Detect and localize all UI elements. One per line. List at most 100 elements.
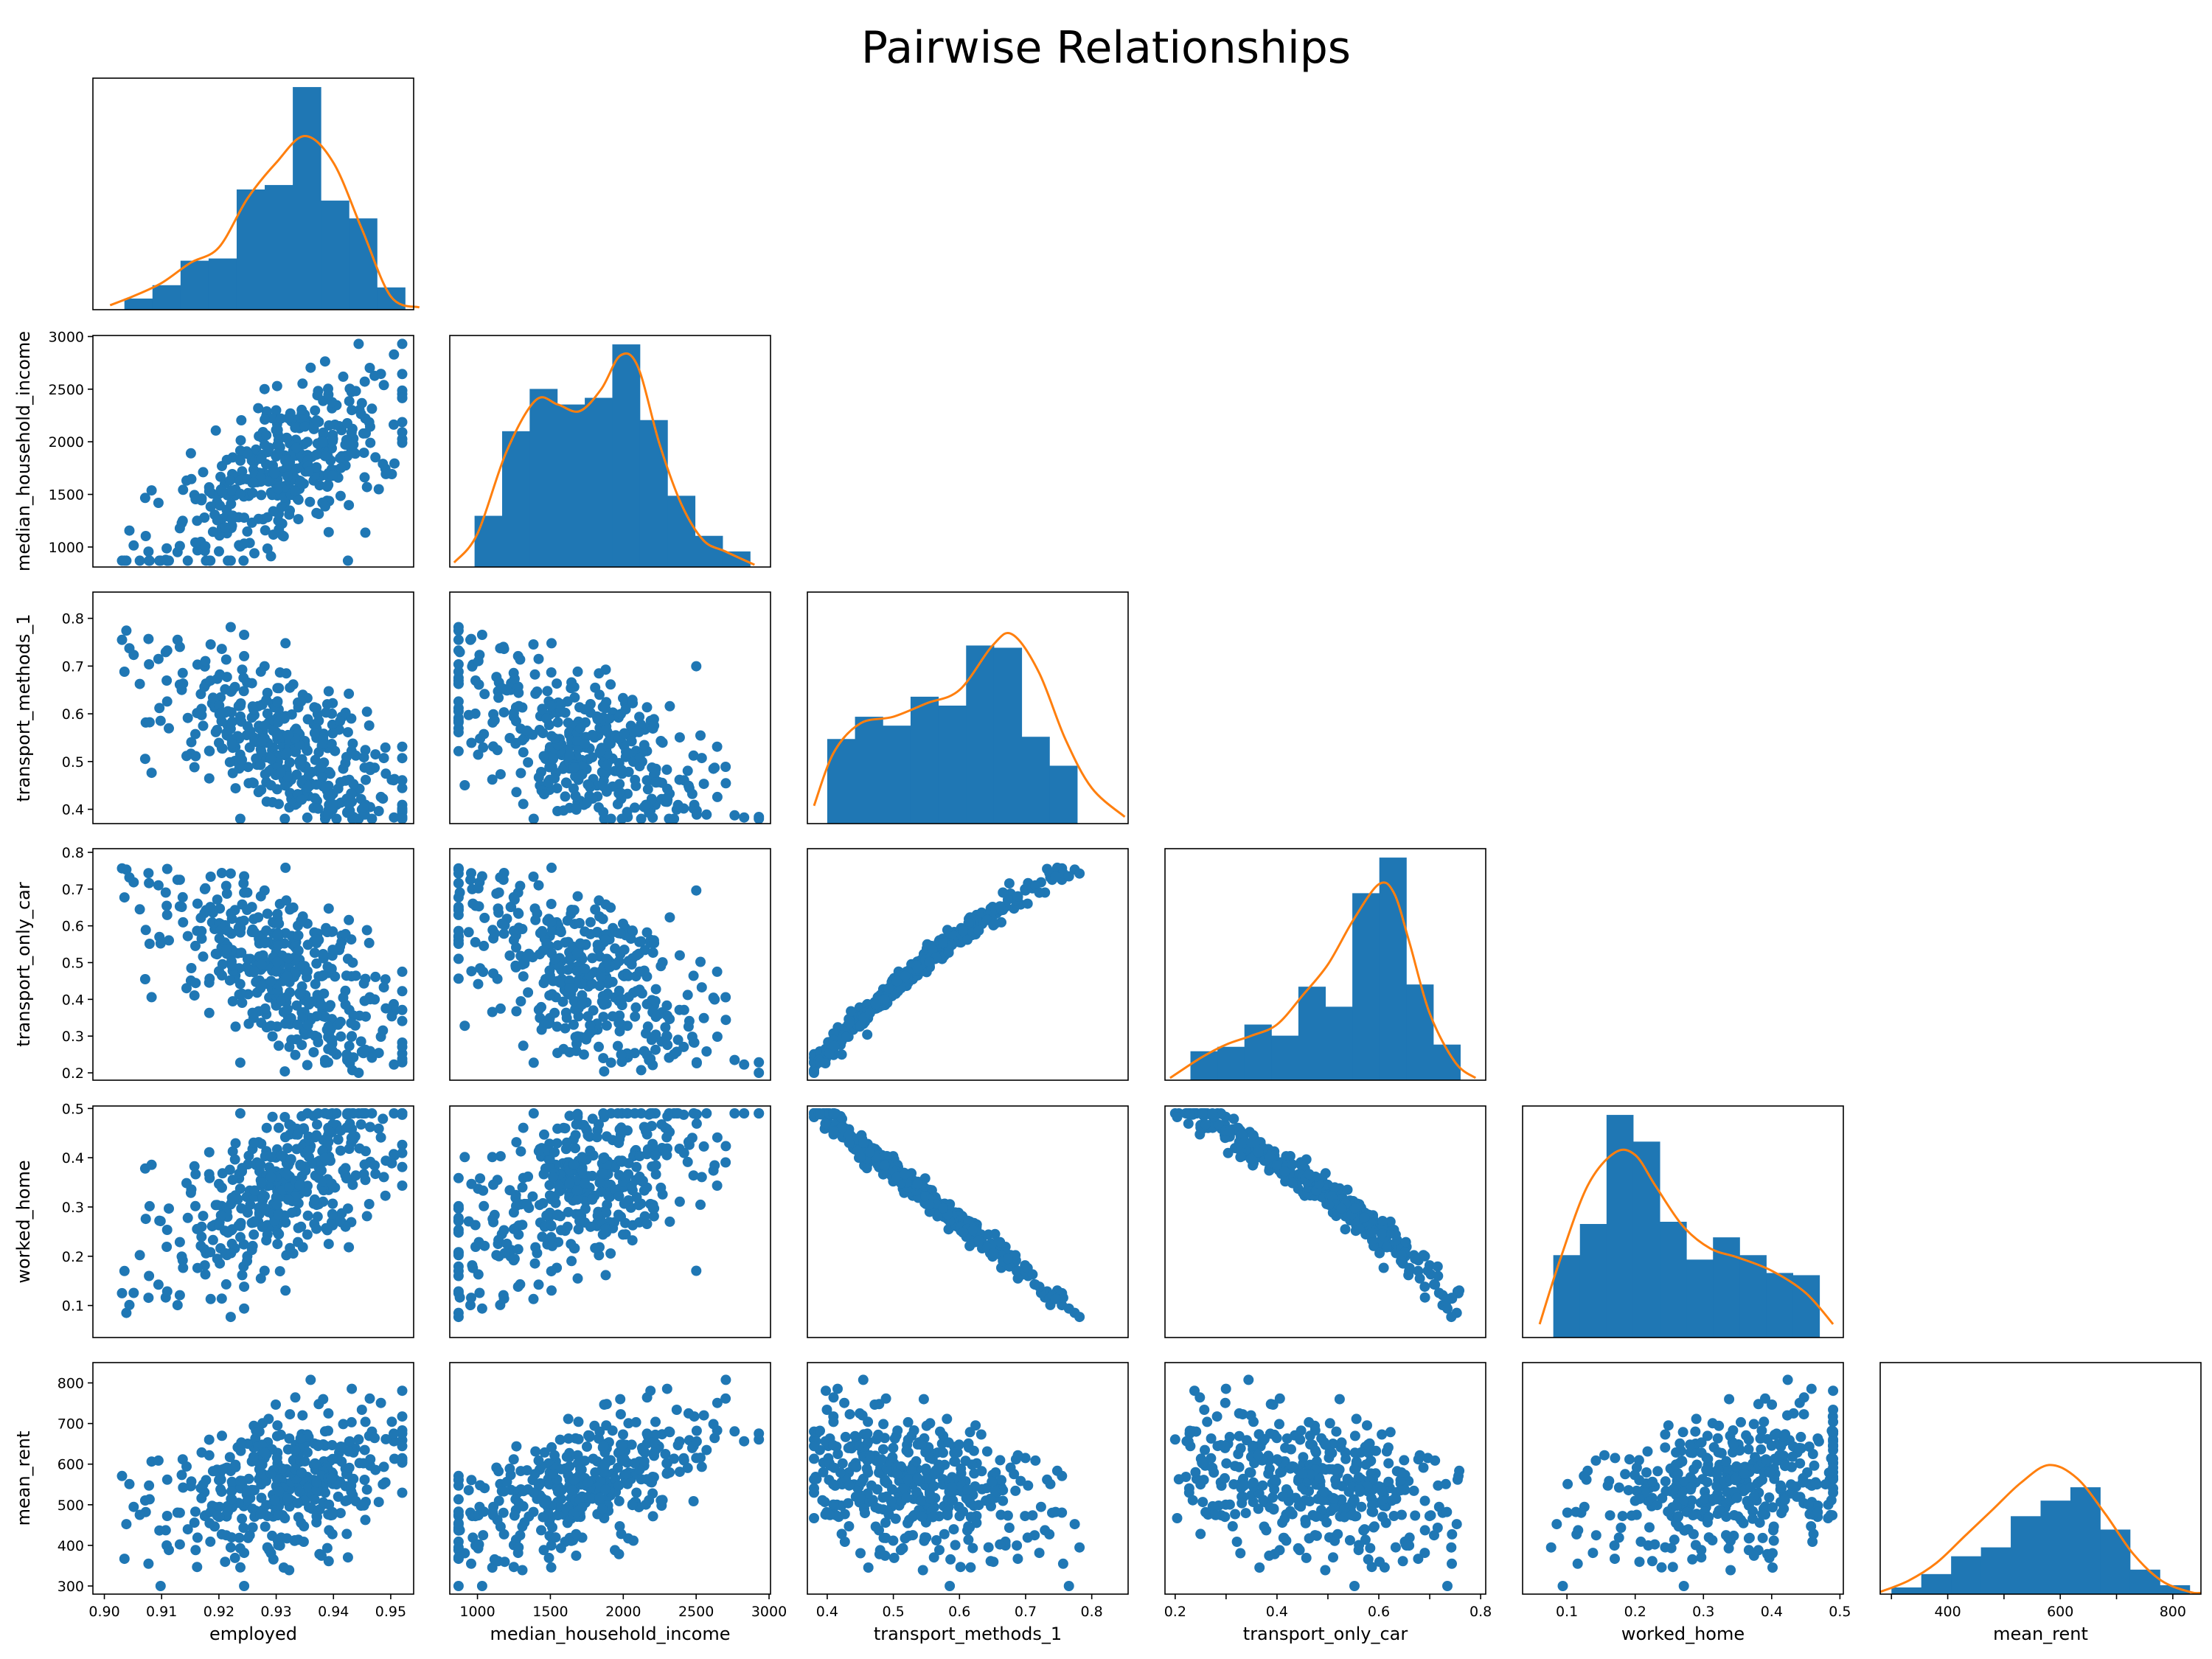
scatter-point — [938, 938, 948, 949]
scatter-point — [323, 383, 333, 394]
hist-bar — [1325, 1006, 1353, 1080]
scatter-point — [570, 1130, 581, 1141]
scatter-point — [573, 1224, 584, 1235]
scatter-point — [590, 1467, 601, 1478]
scatter-point — [510, 1192, 521, 1203]
scatter-point — [698, 1012, 709, 1023]
scatter-point — [204, 486, 215, 497]
scatter-point — [358, 1108, 369, 1119]
scatter-point — [453, 1287, 464, 1298]
scatter-point — [561, 1137, 572, 1148]
scatter-point — [370, 749, 381, 760]
scatter-point — [321, 699, 333, 710]
scatter-point — [533, 880, 544, 891]
scatter-point — [201, 1475, 212, 1486]
scatter-point — [1419, 1281, 1430, 1293]
scatter-point — [359, 472, 370, 483]
scatter-point — [571, 947, 582, 959]
scatter-point — [463, 1485, 474, 1496]
scatter-point — [623, 1533, 634, 1544]
scatter-point — [344, 1108, 355, 1119]
scatter-point — [924, 1199, 935, 1210]
scatter-point — [369, 370, 380, 381]
scatter-point — [598, 1152, 609, 1164]
scatter-point — [192, 1532, 203, 1543]
scatter-point — [533, 1279, 544, 1290]
scatter-point — [154, 703, 165, 714]
scatter-point — [323, 526, 334, 538]
scatter-point — [223, 1506, 234, 1517]
scatter-point — [508, 708, 519, 719]
scatter-point — [858, 1137, 869, 1148]
scatter-point — [641, 702, 653, 713]
scatter-point — [144, 1270, 155, 1281]
scatter-point — [616, 1156, 627, 1167]
panel-median_household_income-vs-median_household_income — [449, 335, 771, 568]
scatter-point — [164, 723, 174, 734]
scatter-point — [305, 362, 316, 373]
scatter-point — [546, 1562, 557, 1573]
scatter-point — [205, 872, 216, 882]
scatter-point — [695, 1453, 706, 1464]
scatter-point — [215, 692, 226, 703]
scatter-point — [891, 975, 902, 987]
scatter-point — [261, 1235, 272, 1246]
scatter-point — [226, 498, 237, 509]
scatter-point — [282, 1004, 293, 1015]
scatter-point — [1366, 1227, 1377, 1238]
scatter-point — [605, 902, 616, 913]
scatter-point — [364, 1393, 375, 1404]
scatter-point — [389, 1453, 400, 1464]
scatter-point — [397, 1057, 408, 1068]
scatter-point — [144, 1494, 155, 1505]
scatter-point — [720, 1015, 731, 1026]
scatter-point — [650, 1150, 661, 1161]
scatter-point — [473, 883, 484, 894]
scatter-point — [311, 462, 322, 473]
scatter-point — [161, 543, 173, 554]
scatter-point — [341, 1049, 352, 1060]
scatter-point — [582, 1011, 594, 1022]
scatter-point — [316, 1550, 327, 1561]
y-tick-label: 0.3 — [62, 1200, 84, 1216]
scatter-point — [185, 448, 196, 459]
scatter-point — [1336, 1203, 1347, 1214]
scatter-point — [864, 1007, 875, 1018]
scatter-point — [344, 1040, 355, 1051]
scatter-point — [598, 781, 609, 792]
scatter-point — [346, 1032, 357, 1043]
scatter-point — [538, 1512, 549, 1523]
y-tick-label: 300 — [58, 1579, 84, 1595]
scatter-point — [369, 1433, 380, 1444]
scatter-point — [263, 1413, 274, 1425]
scatter-point — [190, 1169, 201, 1180]
scatter-point — [359, 762, 370, 773]
scatter-point — [518, 799, 529, 810]
scatter-point — [616, 994, 627, 1005]
scatter-point — [1354, 1223, 1365, 1234]
y-tick-label: 0.5 — [62, 1101, 84, 1117]
x-tick-label: 0.92 — [204, 1604, 234, 1620]
scatter-point — [346, 1018, 357, 1029]
hist-bar — [557, 404, 585, 567]
scatter-point — [610, 943, 621, 954]
scatter-point — [397, 1108, 408, 1119]
scatter-point — [739, 1108, 750, 1119]
y-tick-label: 2000 — [49, 434, 84, 451]
scatter-point — [655, 1495, 667, 1506]
scatter-point — [310, 1458, 321, 1469]
scatter-point — [691, 1436, 702, 1447]
scatter-point — [1050, 872, 1061, 882]
scatter-point — [619, 728, 630, 739]
scatter-point — [346, 1138, 357, 1149]
scatter-point — [274, 1486, 285, 1497]
scatter-point — [271, 425, 282, 436]
scatter-point — [327, 1034, 338, 1046]
scatter-point — [511, 1137, 522, 1148]
scatter-point — [174, 1290, 185, 1301]
scatter-point — [509, 1510, 520, 1521]
scatter-point — [359, 376, 370, 387]
scatter-point — [121, 625, 132, 636]
panel-worked_home-vs-transport_only_car — [1164, 1105, 1486, 1338]
